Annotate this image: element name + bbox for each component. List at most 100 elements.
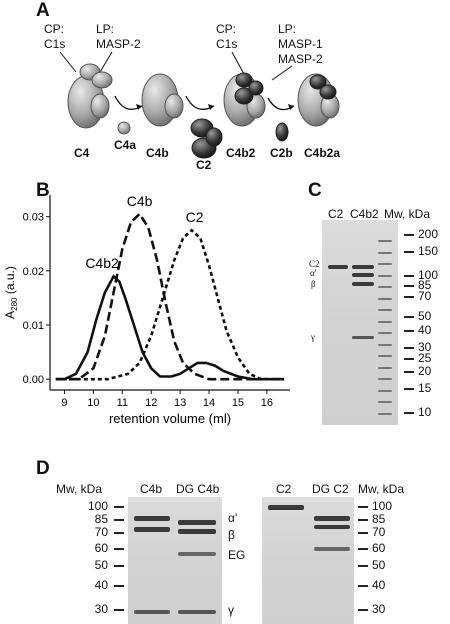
c4a-molecule (117, 121, 131, 135)
mw-tick-c (404, 346, 414, 349)
mw-tick-d (358, 519, 368, 521)
label-alpha: α' (310, 268, 317, 278)
lp-label-2: LP: (278, 22, 297, 36)
ladder-band (378, 378, 392, 380)
lane-c4b2: C4b2 (350, 207, 379, 221)
band-dgc2-1 (314, 516, 350, 521)
label-d-gamma: γ (228, 603, 234, 617)
mw-label-d: 50 (94, 558, 108, 572)
mw-tick-d (114, 532, 124, 534)
mw-tick-c (404, 275, 414, 278)
series-c4b2 (55, 274, 285, 381)
y-tick-label: 0.03 (23, 212, 44, 224)
ladder-band (378, 366, 392, 369)
label-d-beta: β (228, 528, 235, 542)
ladder-band (378, 240, 392, 242)
ladder-band (378, 355, 392, 357)
panel-label-a: A (36, 0, 50, 21)
mw-header-d-right: Mw, kDa (358, 482, 405, 496)
x-tick-label: 14 (203, 397, 215, 409)
lane-c2: C2 (328, 207, 344, 221)
c1s-label-2: C1s (216, 37, 238, 51)
ladder-band (378, 320, 392, 323)
x-axis-label: retention volume (ml) (109, 411, 231, 426)
ladder-band (378, 263, 392, 265)
x-tick-label: 11 (117, 397, 128, 409)
mw-tick-c (404, 412, 414, 414)
band-c4b-alpha (134, 516, 170, 521)
mw-tick-d (358, 565, 368, 567)
mw-label-d: 40 (94, 578, 108, 592)
c2b-molecule (275, 122, 289, 142)
mw-label-d: 100 (88, 499, 109, 513)
mw-tick-d (114, 565, 124, 567)
mw-tick-d (358, 609, 368, 611)
c4a-label: C4a (114, 138, 137, 152)
mw-tick-c (404, 370, 414, 373)
panel-label-d: D (36, 458, 50, 479)
masp1-label: MASP-1 (278, 37, 323, 51)
chromatogram-chart: 9 10 11 12 13 14 15 16 0.00 0.01 0.02 0.03 retention… (3, 193, 290, 426)
mw-tick-c (404, 296, 414, 299)
mw-header-c: Mw, kDa (384, 207, 431, 221)
label-gamma: γ (311, 332, 315, 342)
label-d-eg: EG (228, 548, 246, 562)
series-label-c4b: C4b (127, 193, 153, 209)
mw-label-d: 85 (94, 512, 108, 526)
mw-label-c: 100 (418, 268, 439, 283)
mw-tick-d (358, 532, 368, 534)
band-dgc4b-alpha (178, 520, 216, 525)
c2-molecule (190, 118, 223, 159)
y-axis-label: A280 (a.u.) (3, 266, 19, 319)
lane-c2-d: C2 (276, 482, 292, 496)
band-alpha (352, 273, 374, 277)
mw-tick-c (404, 329, 414, 332)
band-dgc2-3 (314, 547, 350, 551)
x-tick-label: 15 (232, 397, 244, 409)
mw-tick-d (114, 548, 124, 550)
c2b-label: C2b (270, 146, 293, 160)
x-tick-label: 10 (87, 397, 99, 409)
mw-label-c: 15 (418, 380, 432, 395)
mw-label-c: 150 (418, 244, 439, 259)
c4b2-molecule (223, 72, 266, 127)
mw-tick-d (114, 609, 124, 611)
lane-c4b: C4b (140, 482, 163, 496)
mw-tick-d (358, 506, 368, 508)
band-c4b2-c2 (352, 265, 374, 269)
series-c2 (55, 228, 285, 381)
mw-tick-d (114, 585, 124, 587)
mw-label-c: 40 (418, 322, 432, 337)
mw-label-d: 40 (372, 578, 386, 592)
mw-label-d: 50 (372, 558, 386, 572)
c2-label-a: C2 (196, 158, 212, 172)
c4b2a-molecule (297, 73, 340, 127)
mw-label-d: 70 (372, 525, 386, 539)
ladder-band (378, 332, 392, 334)
band-dgc4b-eg (178, 552, 216, 556)
x-tick-label: 9 (61, 397, 67, 409)
c4-molecule (67, 63, 113, 129)
band-gamma (352, 336, 374, 339)
band-c4b-gamma (134, 610, 170, 614)
cascade-diagram (59, 51, 340, 159)
ladder-band (378, 389, 392, 392)
mw-tick-d (114, 506, 124, 508)
c4-label: C4 (74, 146, 90, 160)
mw-label-d: 60 (94, 541, 108, 555)
gel-d-right (262, 497, 354, 624)
ladder-band (378, 297, 392, 300)
mw-label-c: 20 (418, 363, 432, 378)
mw-label-d: 30 (94, 602, 108, 616)
mw-label-d: 100 (372, 499, 393, 513)
band-dgc4b-beta (178, 529, 216, 534)
mw-label-c: 200 (418, 227, 439, 241)
mw-tick-c (404, 316, 414, 319)
y-tick-label: 0.00 (23, 374, 44, 386)
series-label-c2: C2 (186, 209, 204, 225)
mw-label-c: 10 (418, 405, 432, 419)
mw-label-d: 70 (94, 525, 108, 539)
panel-label-b: B (36, 180, 50, 201)
lp-label: LP: (96, 22, 115, 36)
c4b2-label-a: C4b2 (226, 146, 256, 160)
